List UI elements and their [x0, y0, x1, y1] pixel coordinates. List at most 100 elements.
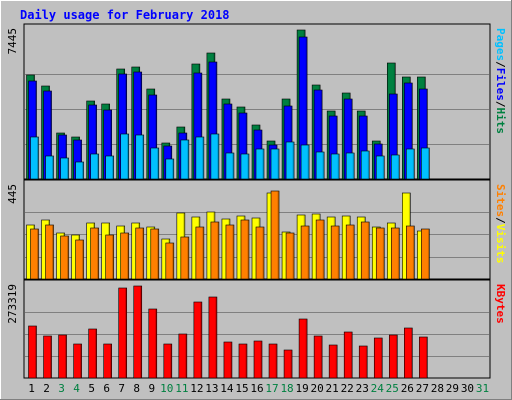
bar-shade-pages-day-8 — [142, 135, 144, 179]
bar-shade-files-day-15 — [245, 113, 247, 179]
bar-sites-day-14 — [225, 224, 235, 280]
bar-shade-pages-day-12 — [202, 137, 204, 179]
bar-kbytes-day-4 — [73, 343, 82, 379]
bar-shade-sites-day-13 — [217, 222, 219, 279]
bar-shade-files-day-2 — [50, 91, 52, 179]
x-tick-label-day-5: 5 — [88, 382, 95, 395]
x-tick-label-day-30: 30 — [461, 382, 474, 395]
bar-shade-pages-day-22 — [352, 153, 354, 179]
bar-shade-pages-day-10 — [172, 159, 174, 179]
bar-shade-files-day-1 — [35, 81, 37, 179]
bar-kbytes-day-9 — [148, 308, 158, 379]
panel-top-ymax-label: 7445 — [6, 28, 19, 55]
bar-kbytes-day-10 — [163, 343, 173, 379]
bar-kbytes-day-24 — [373, 337, 383, 379]
bar-shade-pages-day-5 — [97, 154, 99, 179]
bar-shade-sites-day-22 — [352, 225, 354, 279]
bar-shade-kbytes-day-24 — [380, 338, 382, 378]
bar-sites-day-17 — [270, 190, 280, 280]
bar-shade-sites-day-15 — [247, 220, 249, 279]
bar-shade-kbytes-day-9 — [155, 309, 157, 378]
bar-shade-kbytes-day-8 — [140, 286, 142, 378]
bar-shade-files-day-19 — [305, 37, 307, 179]
x-tick-label-day-13: 13 — [205, 382, 218, 395]
bar-kbytes-day-15 — [238, 343, 248, 379]
legend-part-pages: Pages — [494, 28, 507, 61]
bar-sites-day-2 — [45, 224, 54, 280]
panel-middle-legend-label: Sites/Visits — [494, 184, 507, 264]
bar-pages-day-12 — [195, 136, 205, 180]
x-tick-label-day-2: 2 — [43, 382, 50, 395]
bar-kbytes-day-17 — [268, 343, 278, 379]
bar-shade-kbytes-day-15 — [245, 344, 247, 378]
bar-sites-day-23 — [360, 221, 370, 280]
x-tick-label-day-20: 20 — [311, 382, 324, 395]
bar-shade-sites-day-4 — [82, 240, 84, 279]
bar-shade-kbytes-day-19 — [305, 319, 307, 378]
bar-shade-kbytes-day-23 — [365, 346, 367, 378]
bar-pages-day-27 — [421, 147, 430, 180]
bar-shade-files-day-4 — [80, 140, 82, 179]
legend-part-slash: / — [494, 217, 507, 224]
bar-pages-day-2 — [45, 155, 54, 180]
x-tick-label-day-24: 24 — [371, 382, 385, 395]
bar-pages-day-14 — [225, 152, 235, 180]
bar-pages-day-18 — [285, 141, 295, 180]
chart-title: Daily usage for February 2018 — [20, 8, 230, 22]
bar-shade-sites-day-9 — [157, 229, 159, 279]
bar-shade-sites-day-1 — [37, 229, 39, 279]
panel-bottom-legend-label: KBytes — [494, 284, 507, 324]
bar-shade-pages-day-4 — [82, 162, 84, 179]
bar-shade-files-day-26 — [410, 83, 412, 179]
bar-sites-day-15 — [240, 219, 250, 280]
bar-pages-day-20 — [315, 151, 325, 180]
bar-shade-kbytes-day-21 — [335, 345, 337, 378]
bar-sites-day-10 — [165, 242, 175, 280]
bar-shade-pages-day-11 — [187, 140, 189, 179]
bar-sites-day-13 — [210, 221, 220, 280]
bar-sites-day-12 — [195, 226, 205, 280]
x-tick-label-day-21: 21 — [326, 382, 339, 395]
bar-pages-day-26 — [406, 148, 415, 180]
bar-shade-pages-day-25 — [397, 155, 399, 179]
x-tick-label-day-22: 22 — [341, 382, 354, 395]
x-tick-label-day-26: 26 — [401, 382, 414, 395]
bar-shade-sites-day-12 — [202, 227, 204, 279]
bar-sites-day-9 — [150, 228, 160, 280]
bar-shade-pages-day-3 — [67, 158, 69, 179]
bar-shade-files-day-12 — [200, 73, 202, 179]
x-tick-label-day-25: 25 — [386, 382, 399, 395]
bar-sites-day-3 — [60, 235, 69, 280]
bar-shade-pages-day-13 — [217, 134, 219, 179]
bar-pages-day-11 — [180, 139, 190, 180]
bar-pages-day-9 — [150, 147, 160, 180]
bar-shade-kbytes-day-6 — [110, 344, 112, 378]
bar-shade-sites-day-26 — [412, 226, 414, 279]
bar-kbytes-day-16 — [253, 340, 263, 379]
bar-kbytes-day-3 — [58, 334, 67, 379]
bar-kbytes-day-25 — [388, 334, 398, 379]
bar-shade-kbytes-day-4 — [80, 344, 82, 378]
bar-sites-day-16 — [255, 226, 265, 280]
bar-kbytes-day-8 — [133, 285, 143, 379]
bar-shade-pages-day-16 — [262, 149, 264, 179]
bar-sites-day-24 — [375, 227, 385, 280]
bar-shade-sites-day-19 — [307, 226, 309, 279]
bar-pages-day-22 — [345, 152, 355, 180]
bar-pages-day-16 — [255, 148, 265, 180]
bar-kbytes-day-1 — [28, 325, 37, 379]
bar-pages-day-8 — [135, 134, 145, 180]
bar-sites-day-19 — [300, 225, 310, 280]
x-tick-label-day-9: 9 — [148, 382, 155, 395]
bar-shade-sites-day-20 — [322, 220, 324, 279]
bar-shade-pages-day-19 — [307, 145, 309, 179]
x-tick-label-day-6: 6 — [103, 382, 110, 395]
x-tick-label-day-16: 16 — [250, 382, 263, 395]
x-tick-label-day-12: 12 — [190, 382, 203, 395]
bar-shade-pages-day-26 — [412, 149, 414, 179]
bar-shade-pages-day-9 — [157, 148, 159, 179]
bar-shade-kbytes-day-5 — [95, 329, 97, 378]
bar-shade-kbytes-day-20 — [320, 336, 322, 378]
x-tick-label-day-15: 15 — [235, 382, 248, 395]
bar-kbytes-day-6 — [103, 343, 112, 379]
